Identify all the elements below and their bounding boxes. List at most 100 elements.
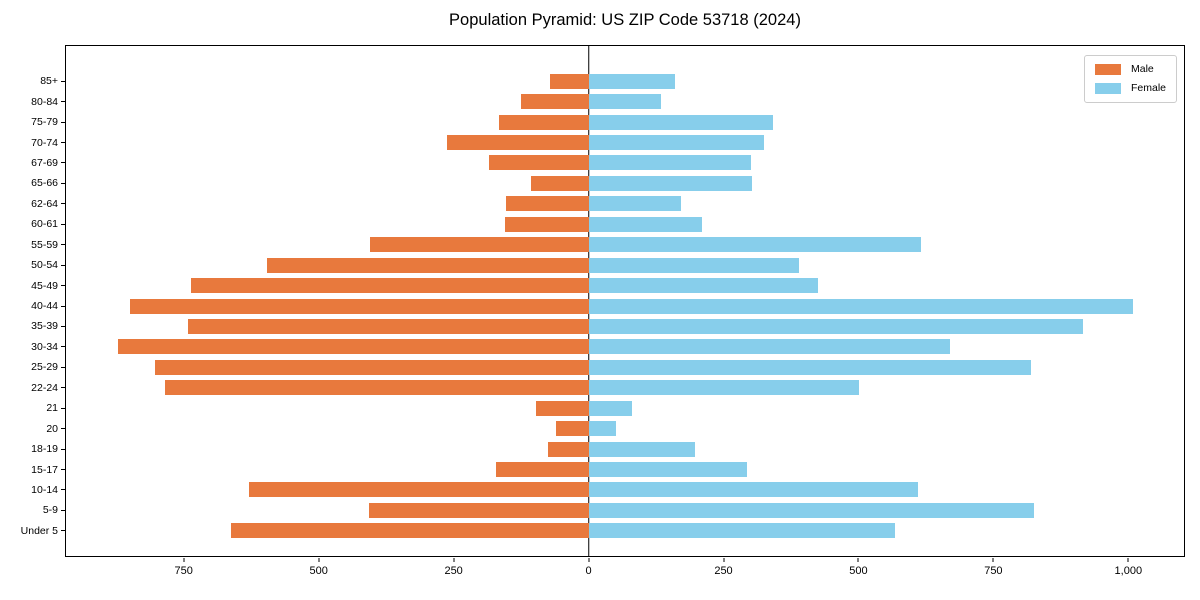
x-tick-mark-750-right (992, 558, 994, 562)
y-tick-mark-20 (61, 428, 65, 430)
bar-row-75-79 (66, 112, 1184, 132)
y-tick-mark-75-79 (61, 121, 65, 123)
y-tick-row-45-49: 45-49 (0, 275, 65, 295)
legend: Male Female (1083, 55, 1177, 103)
y-tick-label-60-61: 60-61 (31, 218, 58, 231)
y-tick-label-35-39: 35-39 (31, 320, 58, 333)
female-bar-30-34 (588, 339, 950, 355)
x-tick-label-750-left: 750 (174, 565, 193, 577)
legend-label-male: Male (1130, 63, 1154, 75)
bar-row-62-64 (66, 194, 1184, 214)
y-tick-row-35-39: 35-39 (0, 316, 65, 336)
x-tick-mark-250-left (453, 558, 455, 562)
y-tick-row-30-34: 30-34 (0, 337, 65, 357)
y-tick-mark-70-74 (61, 142, 65, 144)
x-tick-label-250-left: 250 (444, 565, 463, 577)
x-tick-label-250-right: 250 (714, 565, 733, 577)
y-tick-mark-55-59 (61, 244, 65, 246)
female-bar-20 (588, 421, 616, 437)
bar-row-85 (66, 71, 1184, 91)
bar-row-70-74 (66, 132, 1184, 152)
female-bar-10-14 (588, 482, 918, 498)
x-tick-mark-500-left (318, 558, 320, 562)
y-tick-label-15-17: 15-17 (31, 463, 58, 476)
y-tick-mark-40-44 (61, 305, 65, 307)
y-tick-mark-25-29 (61, 366, 65, 368)
y-tick-label-22-24: 22-24 (31, 381, 58, 394)
male-bar-21 (535, 400, 589, 416)
y-tick-mark-18-19 (61, 448, 65, 450)
y-tick-label-20: 20 (46, 422, 58, 435)
y-tick-row-70-74: 70-74 (0, 132, 65, 152)
y-tick-label-5-9: 5-9 (42, 504, 58, 517)
bar-row-55-59 (66, 235, 1184, 255)
y-tick-label-67-69: 67-69 (31, 156, 58, 169)
female-bar-5-9 (588, 502, 1034, 518)
chart-title: Population Pyramid: US ZIP Code 53718 (2… (449, 11, 801, 29)
male-bar-under-5 (231, 523, 589, 539)
y-tick-row-21: 21 (0, 398, 65, 418)
male-bar-67-69 (488, 155, 589, 171)
x-tick-mark-0 (588, 558, 590, 562)
bar-row-21 (66, 398, 1184, 418)
y-tick-label-50-54: 50-54 (31, 259, 58, 272)
y-tick-mark-under-5 (61, 530, 65, 532)
male-bar-25-29 (154, 359, 589, 375)
y-tick-label-80-84: 80-84 (31, 95, 58, 108)
male-bar-5-9 (369, 502, 589, 518)
y-tick-label-25-29: 25-29 (31, 361, 58, 374)
male-bar-85 (549, 73, 589, 89)
x-tick-mark-500-right (857, 558, 859, 562)
y-tick-mark-60-61 (61, 223, 65, 225)
y-tick-mark-30-34 (61, 346, 65, 348)
male-bar-45-49 (191, 278, 589, 294)
female-bar-50-54 (588, 257, 800, 273)
y-tick-row-18-19: 18-19 (0, 439, 65, 459)
y-axis-labels: 85+ 80-84 75-79 70-74 67-69 65-66 62-64 60-61 55… (0, 46, 65, 541)
y-tick-row-40-44: 40-44 (0, 296, 65, 316)
legend-label-female: Female (1130, 82, 1166, 94)
y-tick-row-65-66: 65-66 (0, 173, 65, 193)
female-bar-45-49 (588, 278, 819, 294)
bar-row-under-5 (66, 521, 1184, 541)
female-bar-under-5 (588, 523, 895, 539)
male-bar-15-17 (495, 462, 589, 477)
x-tick-label-500-right: 500 (849, 565, 868, 577)
y-tick-row-62-64: 62-64 (0, 194, 65, 214)
male-bar-22-24 (165, 380, 589, 396)
female-bar-21 (588, 400, 633, 416)
female-bar-67-69 (588, 155, 752, 171)
y-tick-mark-21 (61, 407, 65, 409)
female-bar-85 (588, 73, 676, 89)
male-bar-40-44 (130, 298, 589, 314)
bar-row-67-69 (66, 153, 1184, 173)
y-tick-row-85: 85+ (0, 71, 65, 91)
x-tick-label-0: 0 (585, 565, 592, 577)
bar-row-20 (66, 418, 1184, 438)
bar-row-15-17 (66, 459, 1184, 479)
legend-item-male: Male (1094, 63, 1166, 75)
male-bar-70-74 (447, 135, 589, 150)
y-tick-mark-67-69 (61, 162, 65, 164)
female-bar-65-66 (588, 175, 753, 191)
y-tick-label-21: 21 (46, 402, 58, 415)
male-bar-20 (556, 421, 589, 437)
y-tick-label-85: 85+ (40, 75, 58, 88)
bar-row-80-84 (66, 91, 1184, 111)
bar-row-45-49 (66, 275, 1184, 295)
male-bar-65-66 (531, 175, 589, 191)
y-tick-label-10-14: 10-14 (31, 483, 58, 496)
x-tick-mark-1-000-right (1127, 558, 1129, 562)
bar-row-65-66 (66, 173, 1184, 193)
female-bar-35-39 (588, 318, 1083, 334)
bar-row-18-19 (66, 439, 1184, 459)
y-tick-mark-35-39 (61, 325, 65, 327)
y-tick-row-5-9: 5-9 (0, 500, 65, 520)
y-tick-label-55-59: 55-59 (31, 238, 58, 251)
y-tick-row-15-17: 15-17 (0, 459, 65, 479)
female-bar-25-29 (588, 359, 1031, 375)
male-bar-62-64 (506, 196, 589, 212)
y-tick-mark-22-24 (61, 387, 65, 389)
bar-row-50-54 (66, 255, 1184, 275)
y-tick-row-67-69: 67-69 (0, 153, 65, 173)
